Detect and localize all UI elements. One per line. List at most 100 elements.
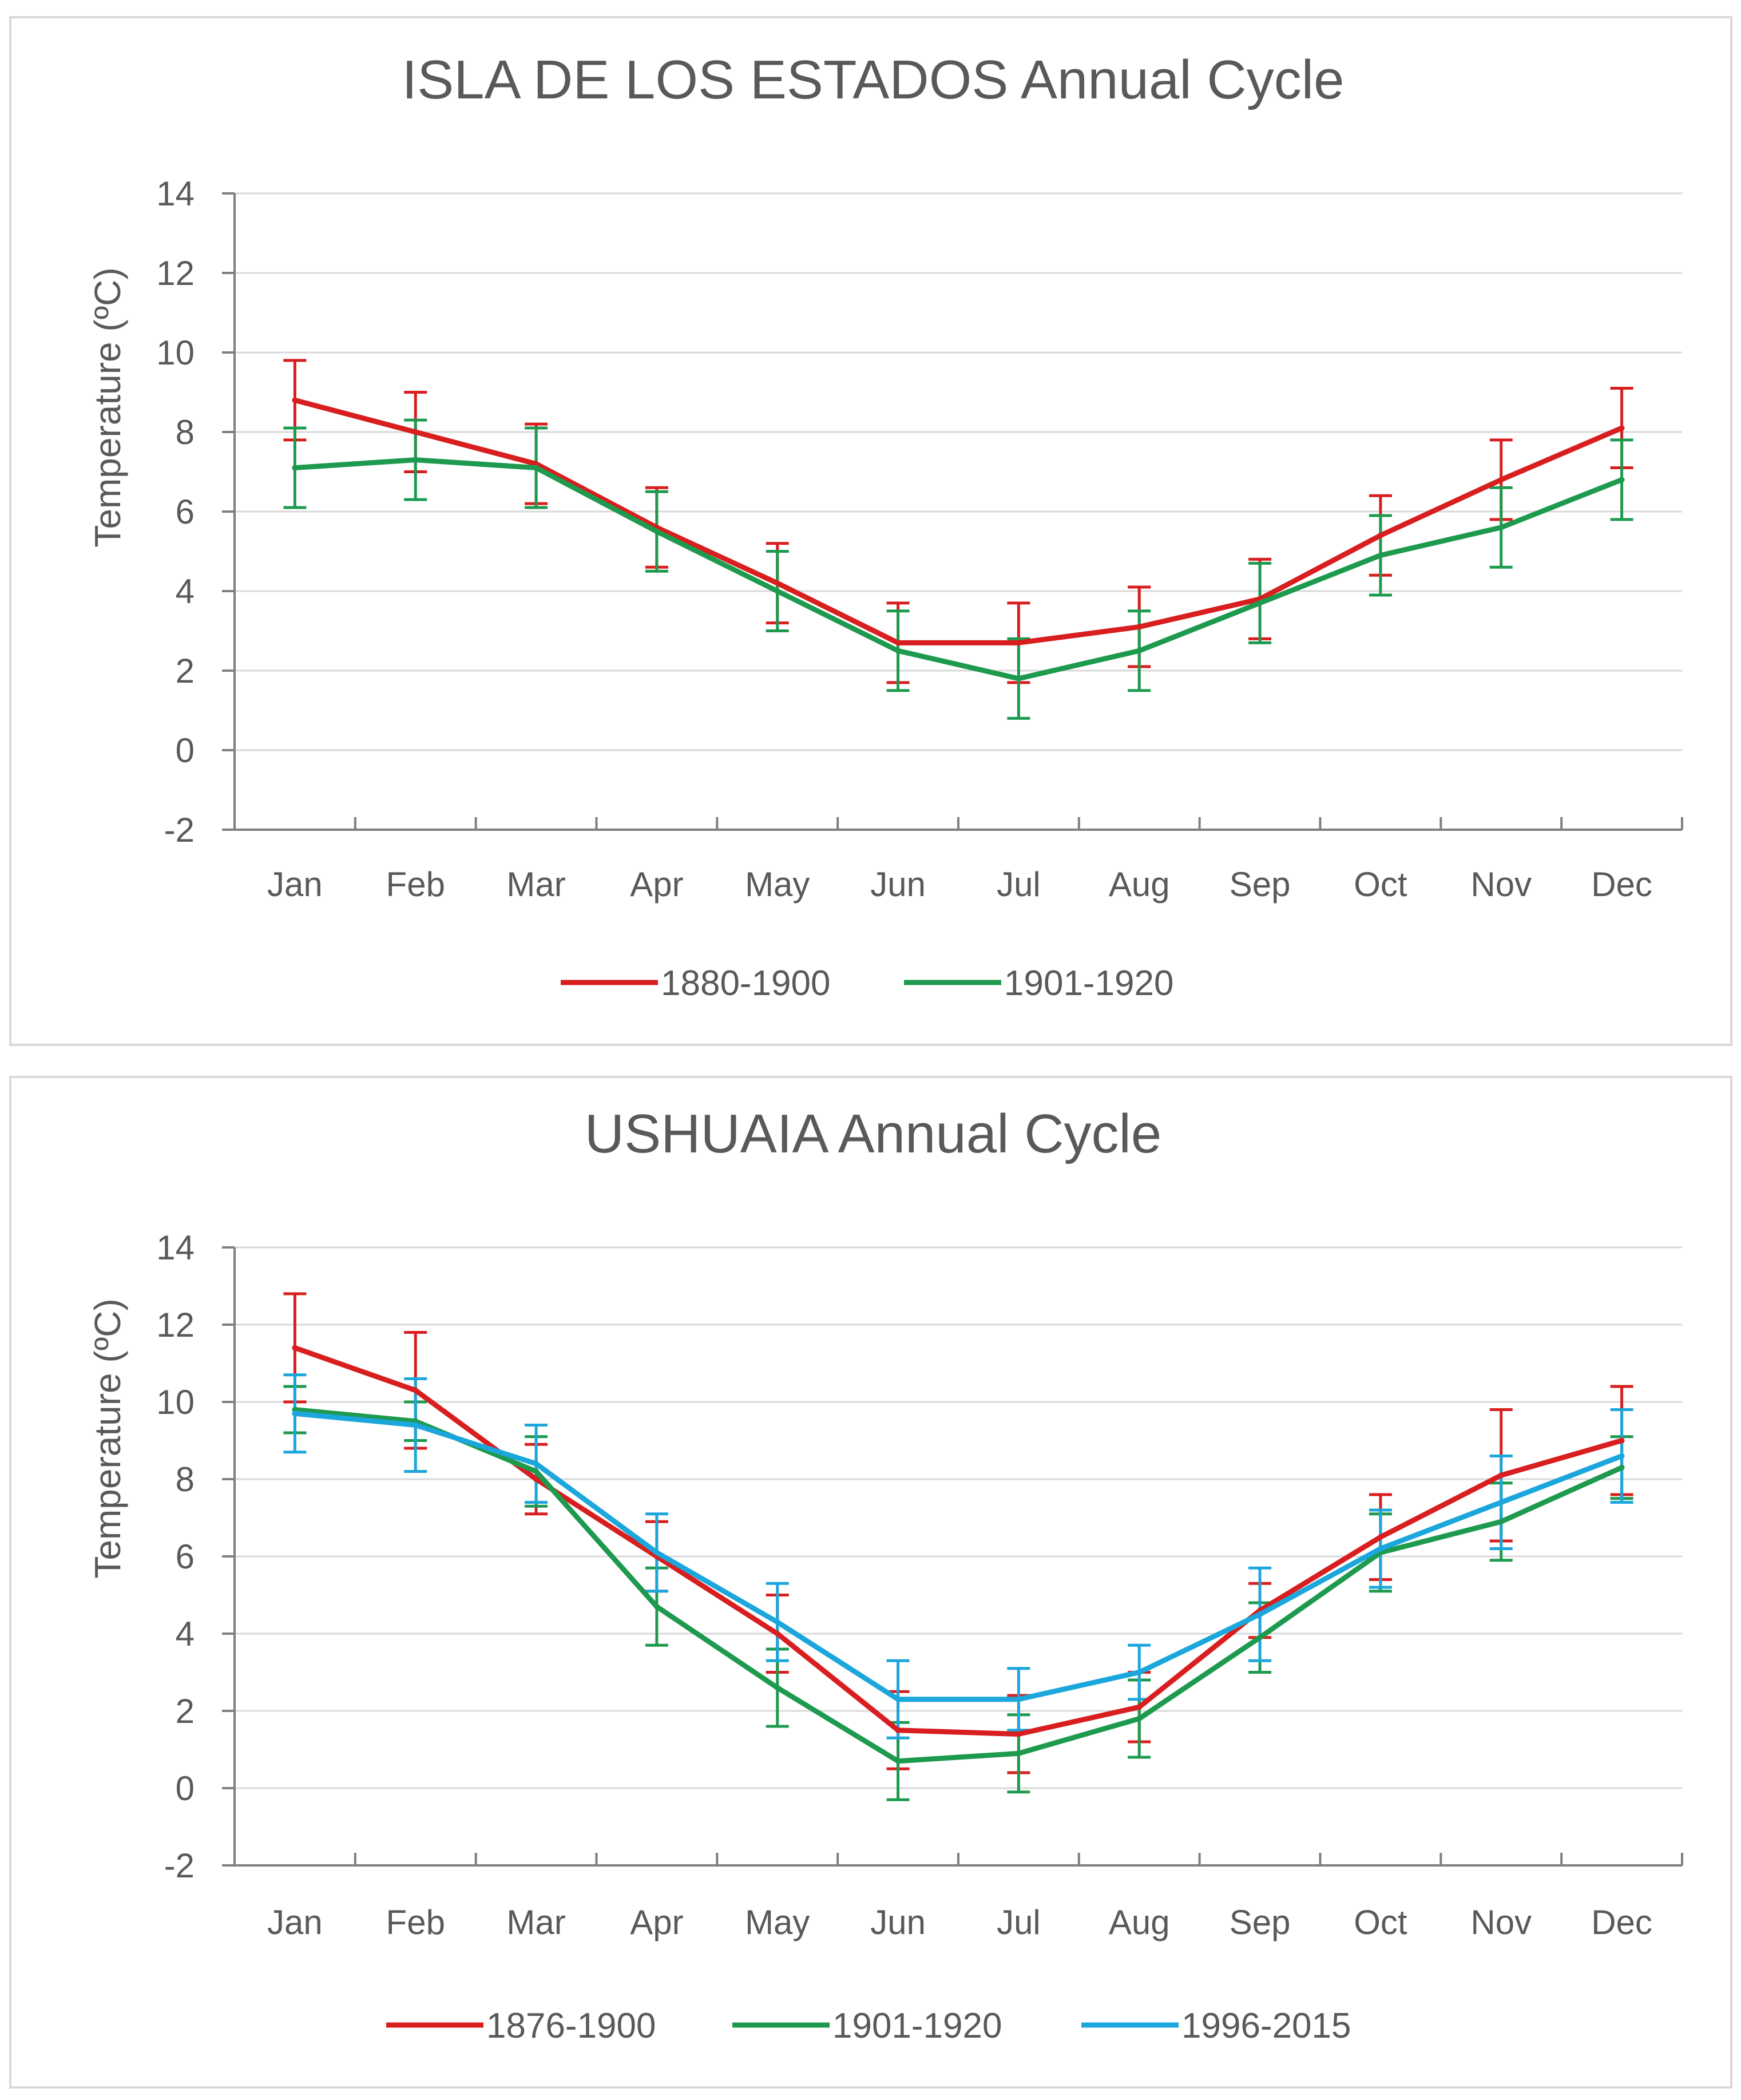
x-tick-label: Mar (506, 865, 565, 904)
data-point (292, 397, 298, 403)
data-point (774, 1631, 780, 1637)
data-point (895, 640, 901, 646)
data-point (653, 1550, 660, 1556)
x-tick-label: May (745, 1903, 810, 1941)
y-tick-label: 14 (156, 1229, 195, 1267)
y-tick-label: 8 (176, 1460, 195, 1499)
data-point (895, 1727, 901, 1733)
x-tick-label: Oct (1354, 1903, 1407, 1941)
legend-label: 1996-2015 (1181, 2006, 1351, 2046)
data-point (1377, 552, 1383, 558)
data-point (1136, 1704, 1143, 1710)
series-line-1880-1900 (292, 397, 1625, 645)
data-point (774, 1685, 780, 1691)
data-point (292, 1410, 298, 1417)
data-point (1377, 1534, 1383, 1540)
data-point (1498, 477, 1504, 483)
data-point (774, 588, 780, 594)
y-tick-label: 0 (176, 1769, 195, 1808)
x-tick-label: Jun (870, 1903, 926, 1941)
x-tick-label: Sep (1230, 1903, 1291, 1941)
y-tick-label: 10 (156, 1383, 195, 1421)
x-tick-label: Apr (630, 1903, 683, 1941)
data-point (1016, 1750, 1022, 1757)
y-tick-label: 14 (156, 175, 195, 213)
x-tick-label: Sep (1230, 865, 1291, 904)
data-point (1498, 1472, 1504, 1479)
y-tick-label: 8 (176, 413, 195, 451)
data-point (413, 457, 419, 463)
x-tick-label: Jan (267, 865, 323, 904)
chart-isla-de-los-estados: ISLA DE LOS ESTADOS Annual Cycle Tempera… (87, 49, 1683, 1003)
series-line-1901-1920 (292, 457, 1625, 681)
data-point (895, 648, 901, 654)
x-tick-label: Jan (267, 1903, 323, 1941)
data-point (533, 1461, 540, 1467)
y-tick-label: 4 (176, 572, 195, 611)
x-tick-label: Dec (1591, 1903, 1652, 1941)
data-point (1619, 425, 1625, 431)
data-point (653, 1603, 660, 1610)
data-point (1498, 524, 1504, 530)
x-tick-label: Feb (386, 865, 445, 904)
x-tick-label: Mar (506, 1903, 565, 1941)
x-tick-label: Jun (870, 865, 926, 904)
y-tick-label: 0 (176, 731, 195, 770)
y-axis-label: Temperature (ºC) (87, 1298, 128, 1578)
data-point (1619, 477, 1625, 483)
y-tick-label: 4 (176, 1615, 195, 1653)
data-point (1257, 600, 1263, 606)
data-point (1619, 1437, 1625, 1444)
data-point (1136, 1715, 1143, 1722)
data-point (1498, 1519, 1504, 1525)
chart-panel-isla-de-los-estados: ISLA DE LOS ESTADOS Annual Cycle Tempera… (9, 16, 1732, 1046)
series-line-1996-2015 (292, 1410, 1625, 1702)
y-tick-label: 12 (156, 1306, 195, 1344)
chart-ushuaia: USHUAIA Annual Cycle Temperature (ºC) -2… (87, 1103, 1683, 2046)
y-tick-label: 2 (176, 652, 195, 690)
x-tick-label: May (745, 865, 810, 904)
data-point (1136, 1669, 1143, 1675)
data-point (1257, 1634, 1263, 1641)
y-tick-label: 6 (176, 1538, 195, 1576)
series-line-1901-1920 (292, 1407, 1625, 1764)
data-point (533, 1468, 540, 1475)
x-tick-label: Oct (1354, 865, 1407, 904)
x-tick-label: Jul (997, 1903, 1041, 1941)
data-point (1016, 1696, 1022, 1702)
data-point (292, 465, 298, 471)
data-point (895, 1696, 901, 1702)
x-tick-label: Jul (997, 865, 1041, 904)
data-point (1016, 640, 1022, 646)
data-point (292, 1345, 298, 1351)
data-point (1377, 532, 1383, 538)
data-point (1257, 1611, 1263, 1618)
y-tick-label: -2 (164, 811, 195, 849)
chart-panel-ushuaia: USHUAIA Annual Cycle Temperature (ºC) -2… (9, 1076, 1732, 2089)
chart-title: USHUAIA Annual Cycle (585, 1103, 1161, 1164)
legend-label: 1880-1900 (661, 964, 831, 1003)
chart-title: ISLA DE LOS ESTADOS Annual Cycle (402, 49, 1345, 110)
data-point (533, 465, 540, 471)
data-point (1498, 1499, 1504, 1505)
data-point (1619, 1464, 1625, 1471)
y-tick-label: 6 (176, 493, 195, 531)
data-point (413, 1387, 419, 1393)
y-tick-label: 12 (156, 254, 195, 292)
data-point (1016, 675, 1022, 681)
data-point (1619, 1453, 1625, 1459)
data-point (895, 1758, 901, 1764)
y-tick-label: 2 (176, 1692, 195, 1730)
data-point (413, 429, 419, 435)
x-tick-label: Dec (1591, 865, 1652, 904)
y-tick-label: -2 (164, 1847, 195, 1885)
data-point (533, 1476, 540, 1482)
data-point (1377, 1546, 1383, 1552)
x-tick-label: Aug (1109, 865, 1170, 904)
data-point (653, 528, 660, 534)
legend-label: 1876-1900 (486, 2006, 656, 2046)
y-axis-label: Temperature (ºC) (87, 267, 128, 547)
legend-label: 1901-1920 (832, 2006, 1002, 2046)
x-tick-label: Feb (386, 1903, 445, 1941)
data-point (774, 580, 780, 587)
